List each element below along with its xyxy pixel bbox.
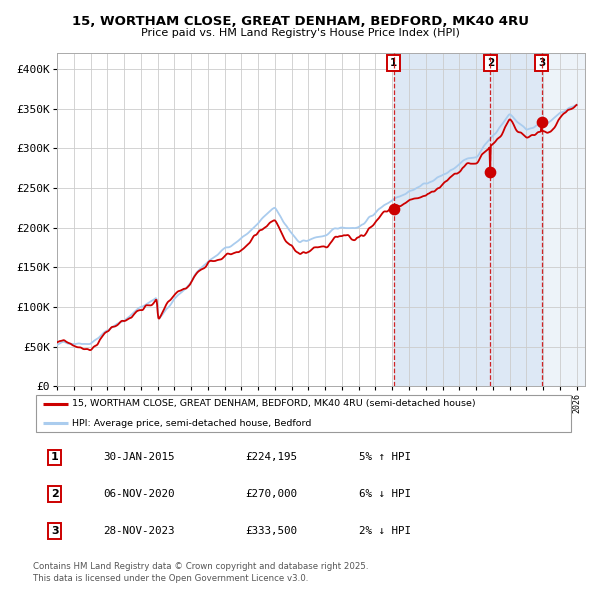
Text: 06-NOV-2020: 06-NOV-2020 xyxy=(104,489,175,499)
Text: £224,195: £224,195 xyxy=(245,453,297,463)
Text: 6% ↓ HPI: 6% ↓ HPI xyxy=(359,489,411,499)
Text: £270,000: £270,000 xyxy=(245,489,297,499)
Text: 2: 2 xyxy=(487,58,494,68)
FancyBboxPatch shape xyxy=(36,395,571,432)
Text: 30-JAN-2015: 30-JAN-2015 xyxy=(104,453,175,463)
Text: HPI: Average price, semi-detached house, Bedford: HPI: Average price, semi-detached house,… xyxy=(72,419,311,428)
Point xyxy=(537,117,547,126)
Text: 28-NOV-2023: 28-NOV-2023 xyxy=(104,526,175,536)
Text: Contains HM Land Registry data © Crown copyright and database right 2025.
This d: Contains HM Land Registry data © Crown c… xyxy=(33,562,368,583)
Text: 2: 2 xyxy=(51,489,59,499)
Text: 15, WORTHAM CLOSE, GREAT DENHAM, BEDFORD, MK40 4RU: 15, WORTHAM CLOSE, GREAT DENHAM, BEDFORD… xyxy=(71,15,529,28)
Point xyxy=(389,204,398,213)
Text: 2% ↓ HPI: 2% ↓ HPI xyxy=(359,526,411,536)
Text: 5% ↑ HPI: 5% ↑ HPI xyxy=(359,453,411,463)
Text: 1: 1 xyxy=(51,453,59,463)
Point xyxy=(485,168,495,177)
Bar xyxy=(394,53,542,386)
Bar xyxy=(542,53,585,386)
Text: 1: 1 xyxy=(390,58,397,68)
Text: 3: 3 xyxy=(538,58,545,68)
Text: 3: 3 xyxy=(51,526,59,536)
Text: Price paid vs. HM Land Registry's House Price Index (HPI): Price paid vs. HM Land Registry's House … xyxy=(140,28,460,38)
Bar xyxy=(542,53,585,386)
Text: 15, WORTHAM CLOSE, GREAT DENHAM, BEDFORD, MK40 4RU (semi-detached house): 15, WORTHAM CLOSE, GREAT DENHAM, BEDFORD… xyxy=(72,399,476,408)
Text: £333,500: £333,500 xyxy=(245,526,297,536)
